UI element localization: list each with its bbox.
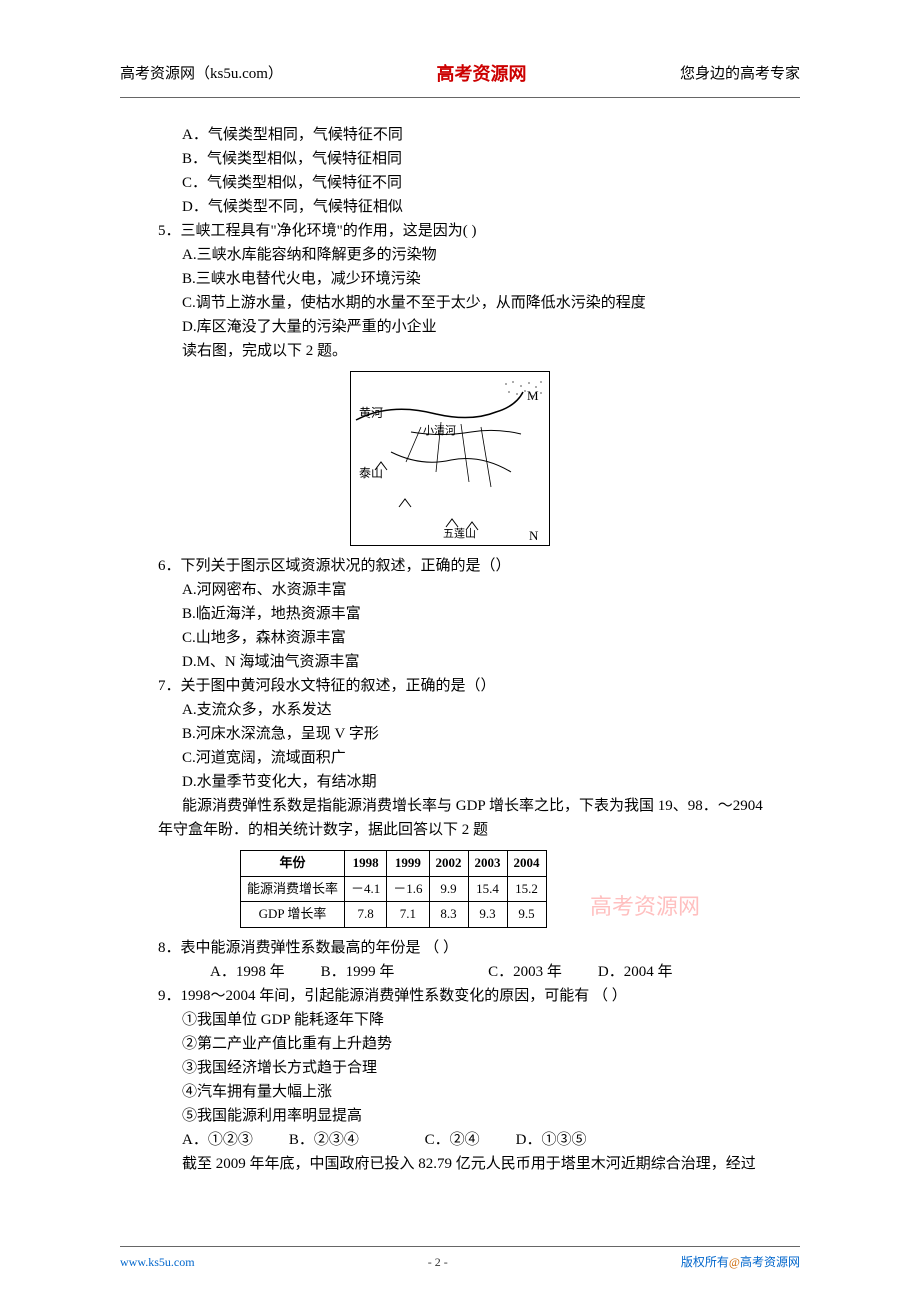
q7-option-c: C.河道宽阔，流域面积广 bbox=[120, 746, 800, 770]
q4-option-b: B．气候类型相似，气候特征相同 bbox=[120, 147, 800, 171]
q6-option-b: B.临近海洋，地热资源丰富 bbox=[120, 602, 800, 626]
q8-option-d: D．2004 年 bbox=[598, 960, 673, 984]
cell: －4.1 bbox=[345, 876, 387, 902]
question-8: 8．表中能源消费弹性系数最高的年份是 （ ） A．1998 年 B．1999 年… bbox=[120, 936, 800, 984]
table-row-energy: 能源消费增长率 －4.1 －1.6 9.9 15.4 15.2 bbox=[241, 876, 547, 902]
question-7: 7．关于图中黄河段水文特征的叙述，正确的是（） A.支流众多，水系发达 B.河床… bbox=[120, 674, 800, 842]
q7-context-1: 能源消费弹性系数是指能源消费增长率与 GDP 增长率之比，下表为我国 19、98… bbox=[120, 794, 800, 818]
q6-option-c: C.山地多，森林资源丰富 bbox=[120, 626, 800, 650]
q5-option-b: B.三峡水电替代火电，减少环境污染 bbox=[120, 267, 800, 291]
q5-stem: 5．三峡工程具有"净化环境"的作用，这是因为( ) bbox=[120, 219, 800, 243]
question-9: 9．1998～2004 年间，引起能源消费弹性系数变化的原因，可能有 （ ） ①… bbox=[120, 984, 800, 1176]
map-label-taishan: 泰山 bbox=[359, 466, 383, 480]
header-center-brand: 高考资源网 bbox=[436, 60, 526, 89]
page-header: 高考资源网（ks5u.com） 高考资源网 您身边的高考专家 bbox=[120, 60, 800, 98]
q9-item-3: ③我国经济增长方式趋于合理 bbox=[120, 1056, 800, 1080]
q9-option-a: A．①②③ bbox=[182, 1128, 253, 1152]
q6-stem: 6．下列关于图示区域资源状况的叙述，正确的是（） bbox=[120, 554, 800, 578]
footer-right-prefix: 版权所有 bbox=[681, 1255, 729, 1269]
q9-stem: 9．1998～2004 年间，引起能源消费弹性系数变化的原因，可能有 （ ） bbox=[120, 984, 800, 1008]
q9-context: 截至 2009 年年底，中国政府已投入 82.79 亿元人民币用于塔里木河近期综… bbox=[120, 1152, 800, 1176]
footer-page-number: - 2 - bbox=[428, 1253, 448, 1272]
cell: 能源消费增长率 bbox=[241, 876, 345, 902]
cell: 9.5 bbox=[507, 902, 546, 928]
th-1999: 1999 bbox=[387, 850, 429, 876]
q9-option-b: B．②③④ bbox=[289, 1128, 359, 1152]
q9-item-2: ②第二产业产值比重有上升趋势 bbox=[120, 1032, 800, 1056]
table-watermark: 高考资源网 bbox=[590, 889, 700, 924]
cell: 7.8 bbox=[345, 902, 387, 928]
cell: GDP 增长率 bbox=[241, 902, 345, 928]
cell: －1.6 bbox=[387, 876, 429, 902]
q6-option-a: A.河网密布、水资源丰富 bbox=[120, 578, 800, 602]
table-row-gdp: GDP 增长率 7.8 7.1 8.3 9.3 9.5 bbox=[241, 902, 547, 928]
question-6: 6．下列关于图示区域资源状况的叙述，正确的是（） A.河网密布、水资源丰富 B.… bbox=[120, 554, 800, 674]
cell: 9.3 bbox=[468, 902, 507, 928]
q4-option-d: D．气候类型不同，气候特征相似 bbox=[120, 195, 800, 219]
cell: 15.2 bbox=[507, 876, 546, 902]
cell: 7.1 bbox=[387, 902, 429, 928]
q9-item-4: ④汽车拥有量大幅上涨 bbox=[120, 1080, 800, 1104]
page-footer: www.ks5u.com - 2 - 版权所有@高考资源网 bbox=[120, 1246, 800, 1272]
q5-option-d: D.库区淹没了大量的污染严重的小企业 bbox=[120, 315, 800, 339]
cell: 15.4 bbox=[468, 876, 507, 902]
energy-table: 年份 1998 1999 2002 2003 2004 能源消费增长率 －4.1… bbox=[240, 850, 547, 928]
map-label-wulianshan: 五莲山 bbox=[443, 527, 476, 540]
q7-option-a: A.支流众多，水系发达 bbox=[120, 698, 800, 722]
question-5: 5．三峡工程具有"净化环境"的作用，这是因为( ) A.三峡水库能容纳和降解更多… bbox=[120, 219, 800, 363]
q8-stem: 8．表中能源消费弹性系数最高的年份是 （ ） bbox=[120, 936, 800, 960]
footer-url: www.ks5u.com bbox=[120, 1253, 195, 1272]
th-2002: 2002 bbox=[429, 850, 468, 876]
data-table-wrap: 年份 1998 1999 2002 2003 2004 能源消费增长率 －4.1… bbox=[120, 850, 800, 928]
q7-option-b: B.河床水深流急，呈现 V 字形 bbox=[120, 722, 800, 746]
q5-context: 读右图，完成以下 2 题。 bbox=[120, 339, 800, 363]
q9-option-d: D．①③⑤ bbox=[516, 1128, 587, 1152]
q4-option-c: C．气候类型相似，气候特征不同 bbox=[120, 171, 800, 195]
q5-option-c: C.调节上游水量，使枯水期的水量不至于太少，从而降低水污染的程度 bbox=[120, 291, 800, 315]
q8-options-row-2: C．2003 年 D．2004 年 bbox=[398, 960, 672, 984]
cell: 8.3 bbox=[429, 902, 468, 928]
map-label-n: N bbox=[529, 528, 539, 543]
footer-copyright: 版权所有@高考资源网 bbox=[681, 1253, 800, 1272]
th-2004: 2004 bbox=[507, 850, 546, 876]
q6-option-d: D.M、N 海域油气资源丰富 bbox=[120, 650, 800, 674]
q8-options-row-1: A．1998 年 B．1999 年 bbox=[120, 960, 394, 984]
map-label-xiaoqinghe: 小清河 bbox=[423, 424, 456, 437]
q8-option-b: B．1999 年 bbox=[321, 960, 395, 984]
q5-option-a: A.三峡水库能容纳和降解更多的污染物 bbox=[120, 243, 800, 267]
header-right: 您身边的高考专家 bbox=[680, 62, 800, 86]
q8-option-c: C．2003 年 bbox=[460, 960, 562, 984]
th-1998: 1998 bbox=[345, 850, 387, 876]
q9-option-c: C．②④ bbox=[425, 1128, 480, 1152]
header-left: 高考资源网（ks5u.com） bbox=[120, 62, 283, 86]
q9-item-1: ①我国单位 GDP 能耗逐年下降 bbox=[120, 1008, 800, 1032]
map-label-huanghe: 黄河 bbox=[359, 406, 383, 420]
map-figure: 黄河 小清河 泰山 五莲山 M N bbox=[350, 371, 550, 546]
q9-item-5: ⑤我国能源利用率明显提高 bbox=[120, 1104, 800, 1128]
q9-options-row-1: A．①②③ B．②③④ bbox=[120, 1128, 359, 1152]
q7-option-d: D.水量季节变化大，有结冰期 bbox=[120, 770, 800, 794]
map-svg: 黄河 小清河 泰山 五莲山 M N bbox=[351, 372, 549, 545]
q9-options-row-2: C．②④ D．①③⑤ bbox=[363, 1128, 587, 1152]
th-year: 年份 bbox=[241, 850, 345, 876]
cell: 9.9 bbox=[429, 876, 468, 902]
footer-at-icon: @ bbox=[729, 1255, 740, 1269]
table-header-row: 年份 1998 1999 2002 2003 2004 bbox=[241, 850, 547, 876]
footer-right-suffix: 高考资源网 bbox=[740, 1255, 800, 1269]
q7-context-2: 年守盒年盼．的相关统计数字，据此回答以下 2 题 bbox=[120, 818, 800, 842]
q7-stem: 7．关于图中黄河段水文特征的叙述，正确的是（） bbox=[120, 674, 800, 698]
th-2003: 2003 bbox=[468, 850, 507, 876]
q8-option-a: A．1998 年 bbox=[182, 960, 285, 984]
question-4-options: A．气候类型相同，气候特征不同 B．气候类型相似，气候特征相同 C．气候类型相似… bbox=[120, 123, 800, 219]
q4-option-a: A．气候类型相同，气候特征不同 bbox=[120, 123, 800, 147]
